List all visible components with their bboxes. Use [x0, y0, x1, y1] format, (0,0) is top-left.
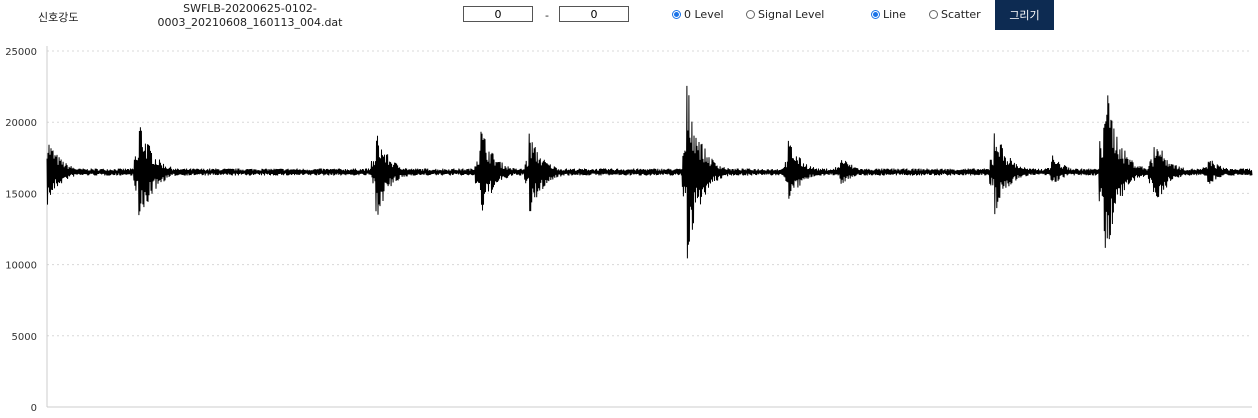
y-tick-label: 5000 — [12, 332, 37, 343]
toolbar: 신호강도 SWFLB-20200625-0102- 0003_20210608_… — [0, 0, 1258, 36]
signal-strength-label: 신호강도 — [38, 11, 79, 24]
filename-display: SWFLB-20200625-0102- 0003_20210608_16011… — [150, 2, 350, 30]
radio-scatter[interactable]: Scatter — [929, 8, 981, 21]
y-tick-label: 0 — [31, 403, 37, 414]
signal-line — [46, 85, 1253, 259]
radio-unselected-icon — [746, 10, 755, 19]
radio-line-label: Line — [883, 8, 906, 21]
signal-chart: 25000 20000 15000 10000 5000 0 — [5, 46, 1253, 414]
radio-zero-level[interactable]: 0 Level — [672, 8, 724, 21]
radio-unselected-icon — [929, 10, 938, 19]
radio-line[interactable]: Line — [871, 8, 906, 21]
range-start-input[interactable] — [463, 6, 533, 22]
y-tick-label: 20000 — [5, 118, 37, 129]
radio-signal-level-label: Signal Level — [758, 8, 825, 21]
y-tick-label: 15000 — [5, 189, 37, 200]
range-end-input[interactable] — [559, 6, 629, 22]
y-tick-label: 25000 — [5, 47, 37, 58]
y-tick-label: 10000 — [5, 261, 37, 272]
chart-grid — [47, 50, 1252, 337]
radio-scatter-label: Scatter — [941, 8, 981, 21]
filename-line-1: SWFLB-20200625-0102- — [183, 2, 317, 15]
radio-selected-icon — [871, 10, 880, 19]
filename-line-2: 0003_20210608_160113_004.dat — [157, 16, 343, 29]
range-separator: - — [545, 9, 549, 22]
radio-signal-level[interactable]: Signal Level — [746, 8, 824, 21]
radio-zero-level-label: 0 Level — [684, 8, 724, 21]
y-axis-ticks: 25000 20000 15000 10000 5000 0 — [5, 47, 37, 414]
draw-button[interactable]: 그리기 — [995, 0, 1054, 30]
radio-selected-icon — [672, 10, 681, 19]
